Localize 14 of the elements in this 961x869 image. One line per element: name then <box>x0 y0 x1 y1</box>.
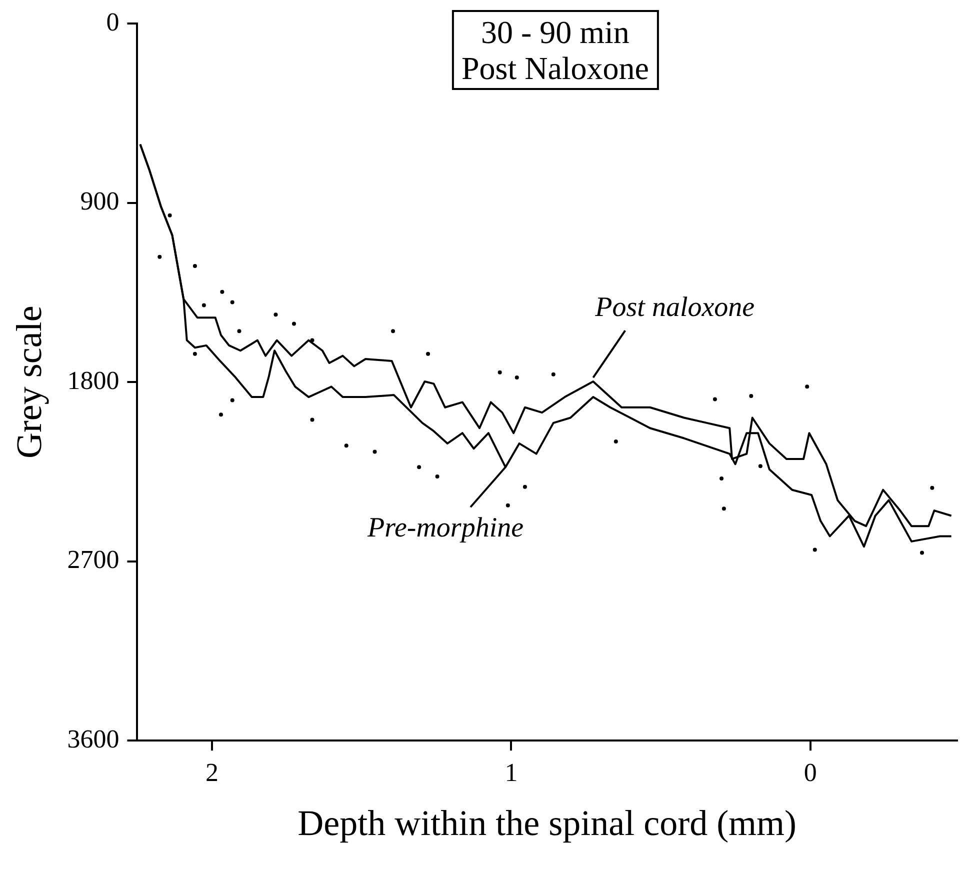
y-tick-label: 1800 <box>67 366 120 395</box>
x-axis-title: Depth within the spinal cord (mm) <box>298 802 797 843</box>
text: Post Naloxone <box>461 50 649 86</box>
x-tick-label: 2 <box>206 758 218 788</box>
annotation: Pre-morphine <box>366 512 524 544</box>
x-tick-label: 0 <box>804 758 817 788</box>
y-tick-label: 0 <box>106 7 120 36</box>
y-tick-label: 2700 <box>67 545 120 574</box>
x-tick-label: 1 <box>504 758 518 788</box>
y-axis-title: Grey scale <box>9 306 50 459</box>
y-tick-label: 3600 <box>67 724 120 754</box>
annotation: Post naloxone <box>594 292 755 323</box>
chart-title: 30 - 90 min <box>480 14 630 50</box>
y-tick-label: 900 <box>80 186 120 216</box>
